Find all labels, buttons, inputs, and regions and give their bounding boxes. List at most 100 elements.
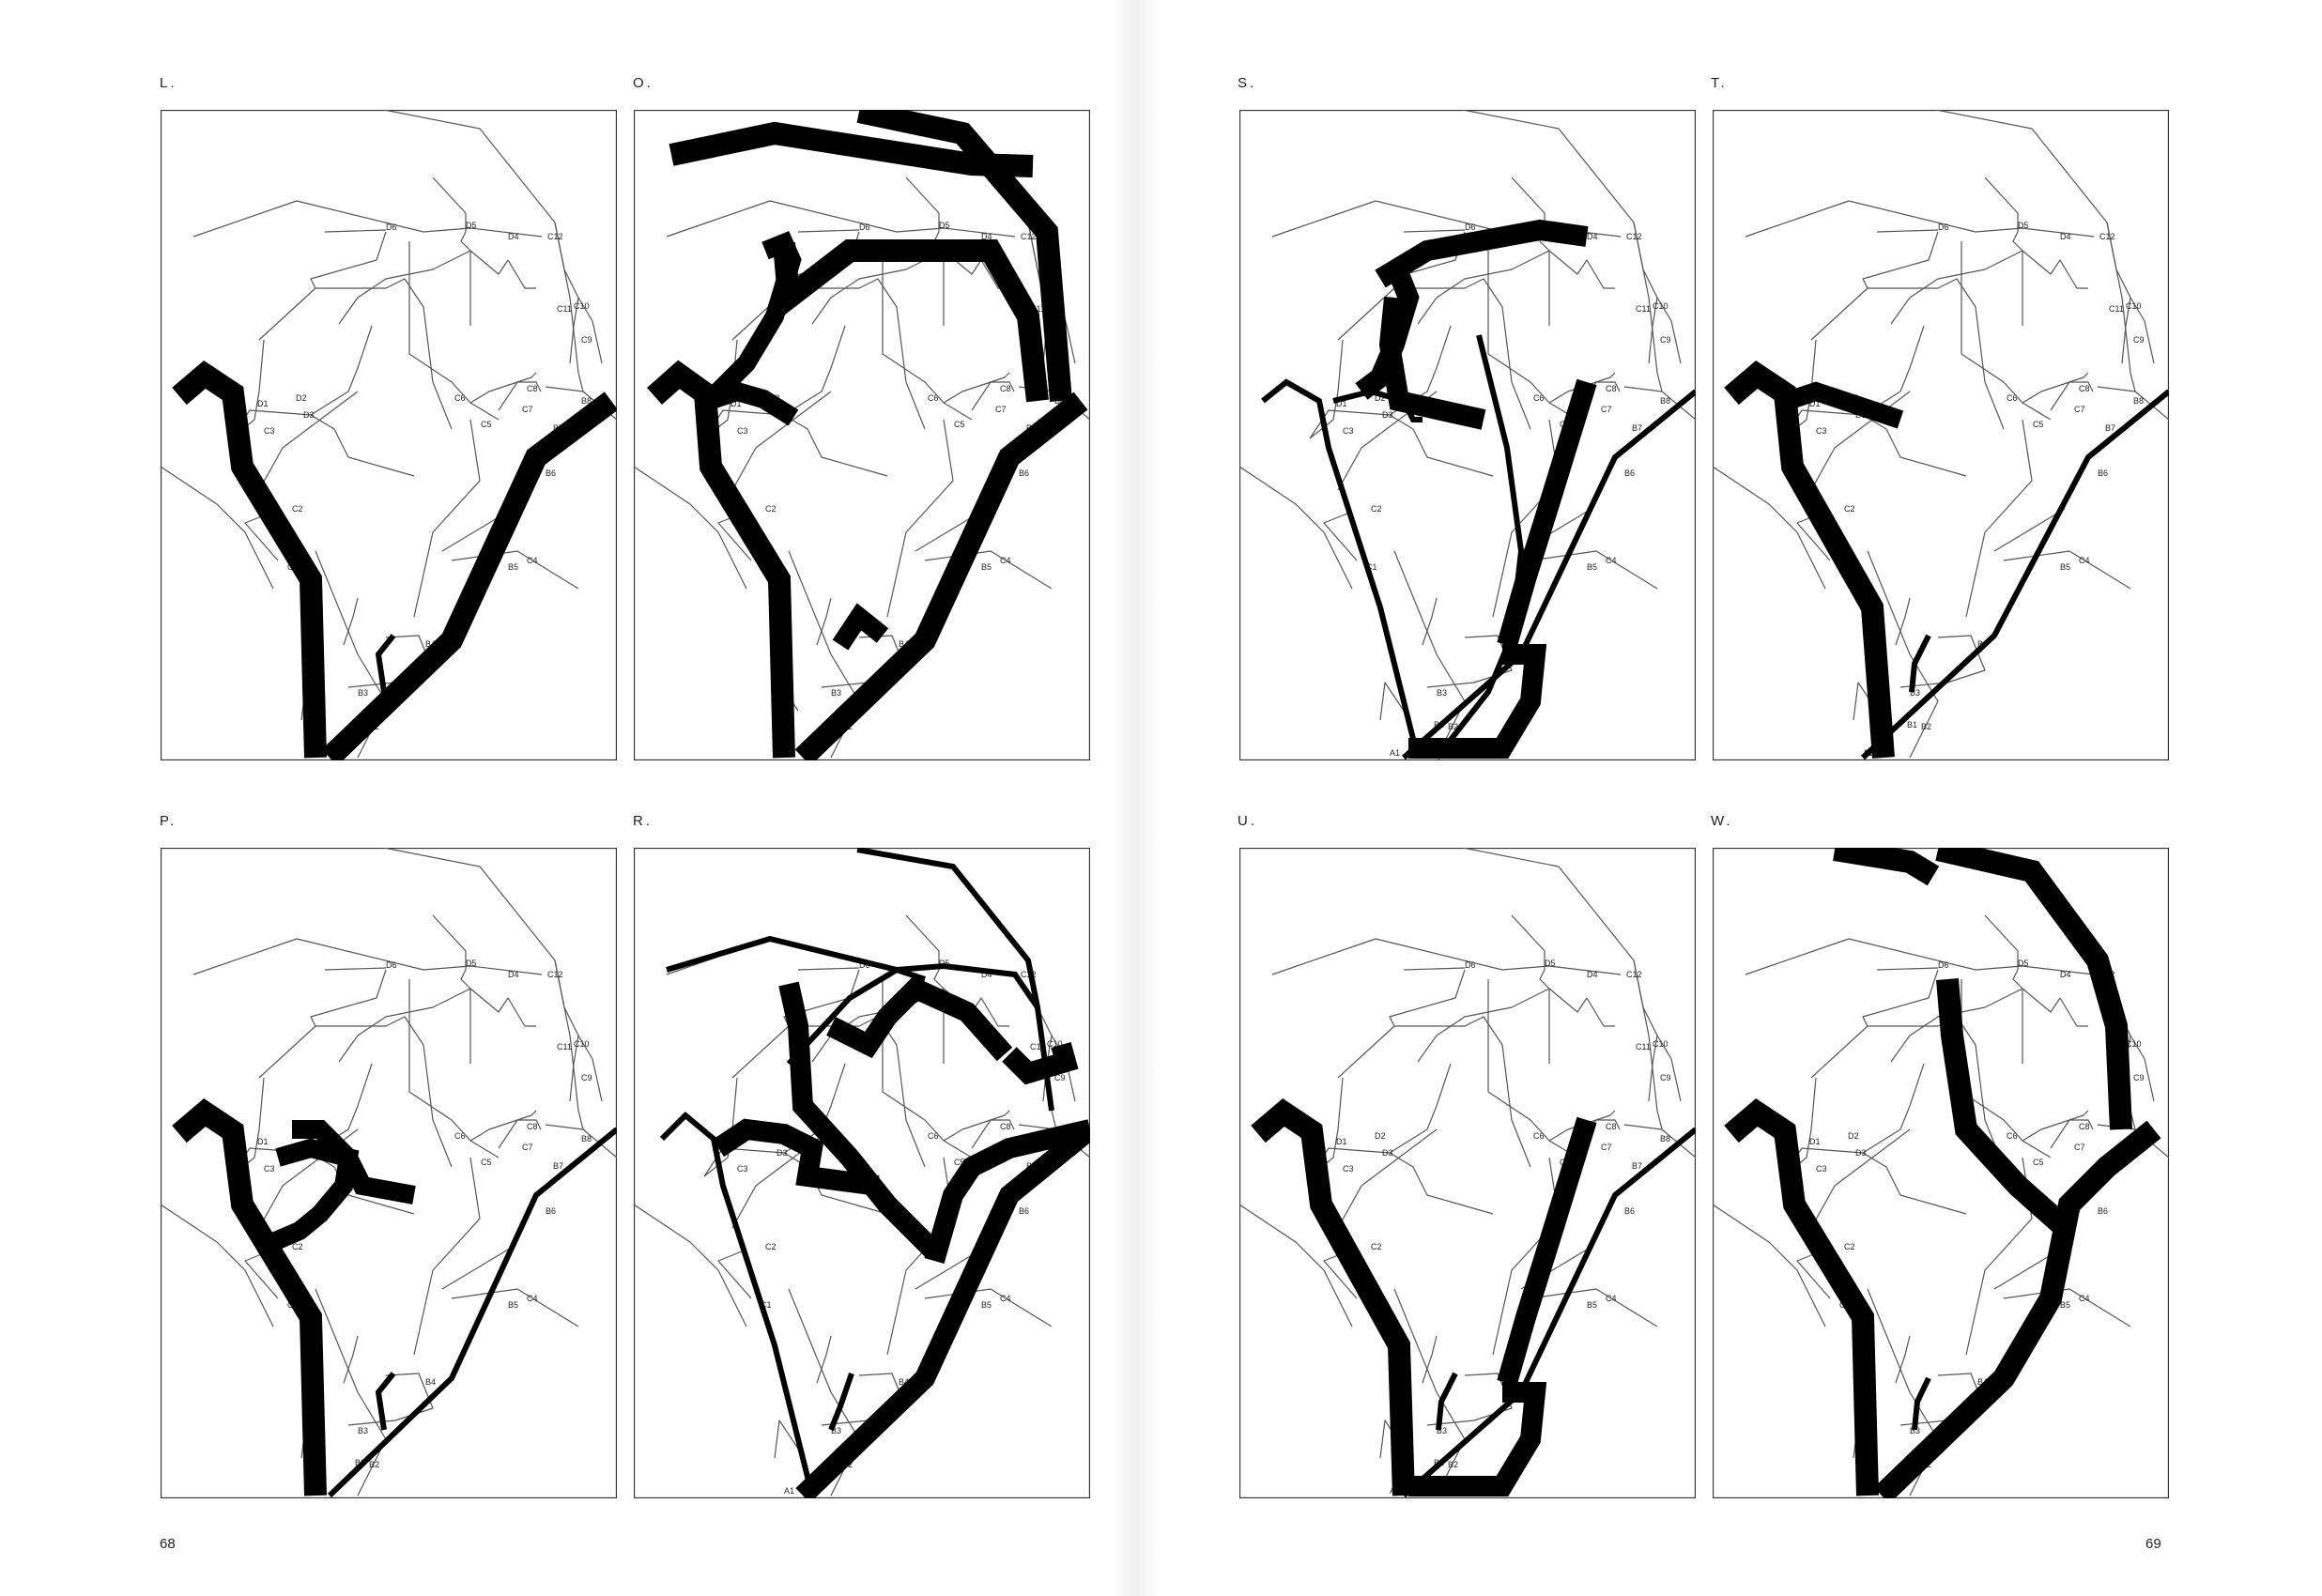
node-label-c4: C4 [1000, 556, 1011, 565]
node-label-b7: B7 [1632, 423, 1642, 433]
node-label-b6: B6 [1019, 1206, 1029, 1216]
node-label-c5: C5 [2033, 1158, 2044, 1167]
network-line-c2 [258, 391, 359, 491]
network-diagram: D6 D5 D4 C12 C11 C10 C9 C8 C7 C6 C5 B8 B7 B6 B5 C4 B4 B3 B… [161, 848, 617, 1498]
route-stroke-1 [1251, 1097, 1415, 1496]
route-stroke-1 [1261, 378, 1421, 759]
network-line-d [192, 200, 543, 238]
network-line-c8 [2050, 1119, 2094, 1149]
route-stroke-2 [1497, 1116, 1597, 1387]
node-label-c10: C10 [2126, 301, 2142, 311]
network-line-b5 [1492, 1157, 1560, 1356]
node-label-c6: C6 [2007, 393, 2018, 403]
node-label-b2: B2 [1921, 722, 1931, 731]
network-line-c4b [451, 1288, 579, 1327]
node-label-c5: C5 [481, 1158, 492, 1167]
network-line-hwy [1867, 550, 1939, 759]
node-label-d6: D6 [859, 960, 870, 970]
network-line-c11a [1337, 969, 1466, 1079]
node-label-c12: C12 [547, 970, 563, 979]
node-label-b7: B7 [1632, 1161, 1642, 1171]
panel-label-l: L. [160, 75, 177, 91]
network-line-hwy [315, 1288, 387, 1496]
panel-label-t: T. [1711, 75, 1728, 91]
network-line-c2 [731, 391, 832, 491]
node-label-c5: C5 [2033, 420, 2044, 429]
node-label-c8: C8 [527, 384, 538, 393]
network-line-c9 [2130, 297, 2155, 364]
network-line-c9 [2130, 1035, 2155, 1102]
node-label-c4: C4 [1606, 1294, 1617, 1303]
network-line-b8 [1623, 386, 1663, 392]
node-label-d2: D2 [1375, 1131, 1386, 1141]
node-label-d5: D5 [939, 221, 950, 230]
route-stroke-3 [292, 1120, 416, 1205]
node-label-b3: B3 [1437, 1426, 1447, 1435]
network-line-c1 [1323, 513, 1358, 561]
node-label-c3: C3 [737, 426, 748, 436]
network-line-c10 [1642, 1006, 1658, 1102]
route-stroke-5 [375, 1372, 396, 1431]
node-label-c7: C7 [1601, 405, 1612, 414]
route-stroke-3 [1936, 978, 2068, 1232]
node-label-c11: C11 [2109, 304, 2124, 314]
node-label-b6: B6 [1624, 1206, 1635, 1216]
network-line-c4 [441, 1246, 514, 1290]
route-stroke-1 [1724, 1097, 1879, 1496]
network-line-d2 [1782, 325, 1925, 439]
node-label-d4: D4 [2060, 970, 2071, 979]
node-label-b3: B3 [1437, 688, 1447, 698]
node-label-c11: C11 [1030, 304, 1045, 314]
network-line-b5 [413, 419, 481, 618]
route-stroke-3 [375, 634, 396, 693]
network-line-d5 [1984, 176, 2019, 232]
node-label-b2: B2 [1448, 1460, 1458, 1469]
panel-label-w: W. [1711, 813, 1733, 829]
network-line-c3 [161, 466, 274, 590]
route-stroke-8 [1408, 644, 1547, 759]
network-line-c5b [943, 372, 1010, 404]
node-label-c3: C3 [1816, 426, 1827, 436]
network-line-c4b [1530, 550, 1658, 590]
route-stroke-5 [1833, 848, 1940, 886]
node-label-c12: C12 [547, 232, 563, 241]
network-line-c5b [2022, 372, 2089, 404]
node-label-d5: D5 [466, 221, 477, 230]
panel-label-r: R. [633, 813, 653, 829]
network-line-c7b [338, 250, 509, 325]
node-label-a1: A1 [784, 1486, 794, 1496]
node-label-c7: C7 [2074, 1143, 2085, 1152]
network-line-c6 [408, 979, 500, 1159]
node-label-d2: D2 [1848, 1131, 1859, 1141]
route-stroke-2 [1935, 848, 2132, 1130]
diagram-panel-w: D6 D5 D4 C12 C11 C10 C9 C8 C7 C6 C5 B8 B7 B6 B5 C4 B4 B3 B… [1713, 848, 2169, 1498]
network-line-d6 [1403, 967, 1466, 971]
network-line-cside [2059, 259, 2088, 289]
diagram-panel-t: D6 D5 D4 C12 C11 C10 C9 C8 C7 C6 C5 B8 B7 B6 B5 C4 B4 B3 B… [1713, 110, 2169, 760]
node-label-d1: D1 [1809, 1137, 1821, 1146]
node-label-c3: C3 [1343, 426, 1354, 436]
network-line-c3 [1239, 466, 1353, 590]
network-line-c10 [563, 269, 579, 364]
route-stroke-3 [1375, 219, 1589, 288]
node-label-c4: C4 [1606, 556, 1617, 565]
network-line-c9 [577, 297, 603, 364]
node-label-b4: B4 [425, 1377, 436, 1387]
route-stroke-5 [1378, 296, 1486, 430]
node-label-d6: D6 [1465, 223, 1476, 232]
node-label-d1: D1 [1809, 399, 1821, 408]
node-label-b3: B3 [1910, 688, 1920, 698]
route-stroke-4 [1909, 634, 1931, 693]
network-line-c8 [971, 381, 1015, 411]
network-line-c4b [2003, 550, 2131, 590]
network-line-d6 [797, 229, 860, 233]
diagram-panel-l: D6 D5 D4 C12 C11 C10 C9 C8 C7 C6 C5 B8 B7 B6 B5 C4 B4 B3 B… [161, 110, 617, 760]
network-line-c7a [933, 969, 945, 1064]
network-line-b3a [1895, 1335, 1911, 1384]
node-label-c8: C8 [2079, 384, 2090, 393]
node-label-b4: B4 [899, 639, 909, 649]
node-label-d5: D5 [939, 959, 950, 968]
network-line-c11b [1868, 1016, 2005, 1168]
node-label-c4: C4 [527, 1294, 538, 1303]
node-label-c10: C10 [574, 1039, 590, 1049]
